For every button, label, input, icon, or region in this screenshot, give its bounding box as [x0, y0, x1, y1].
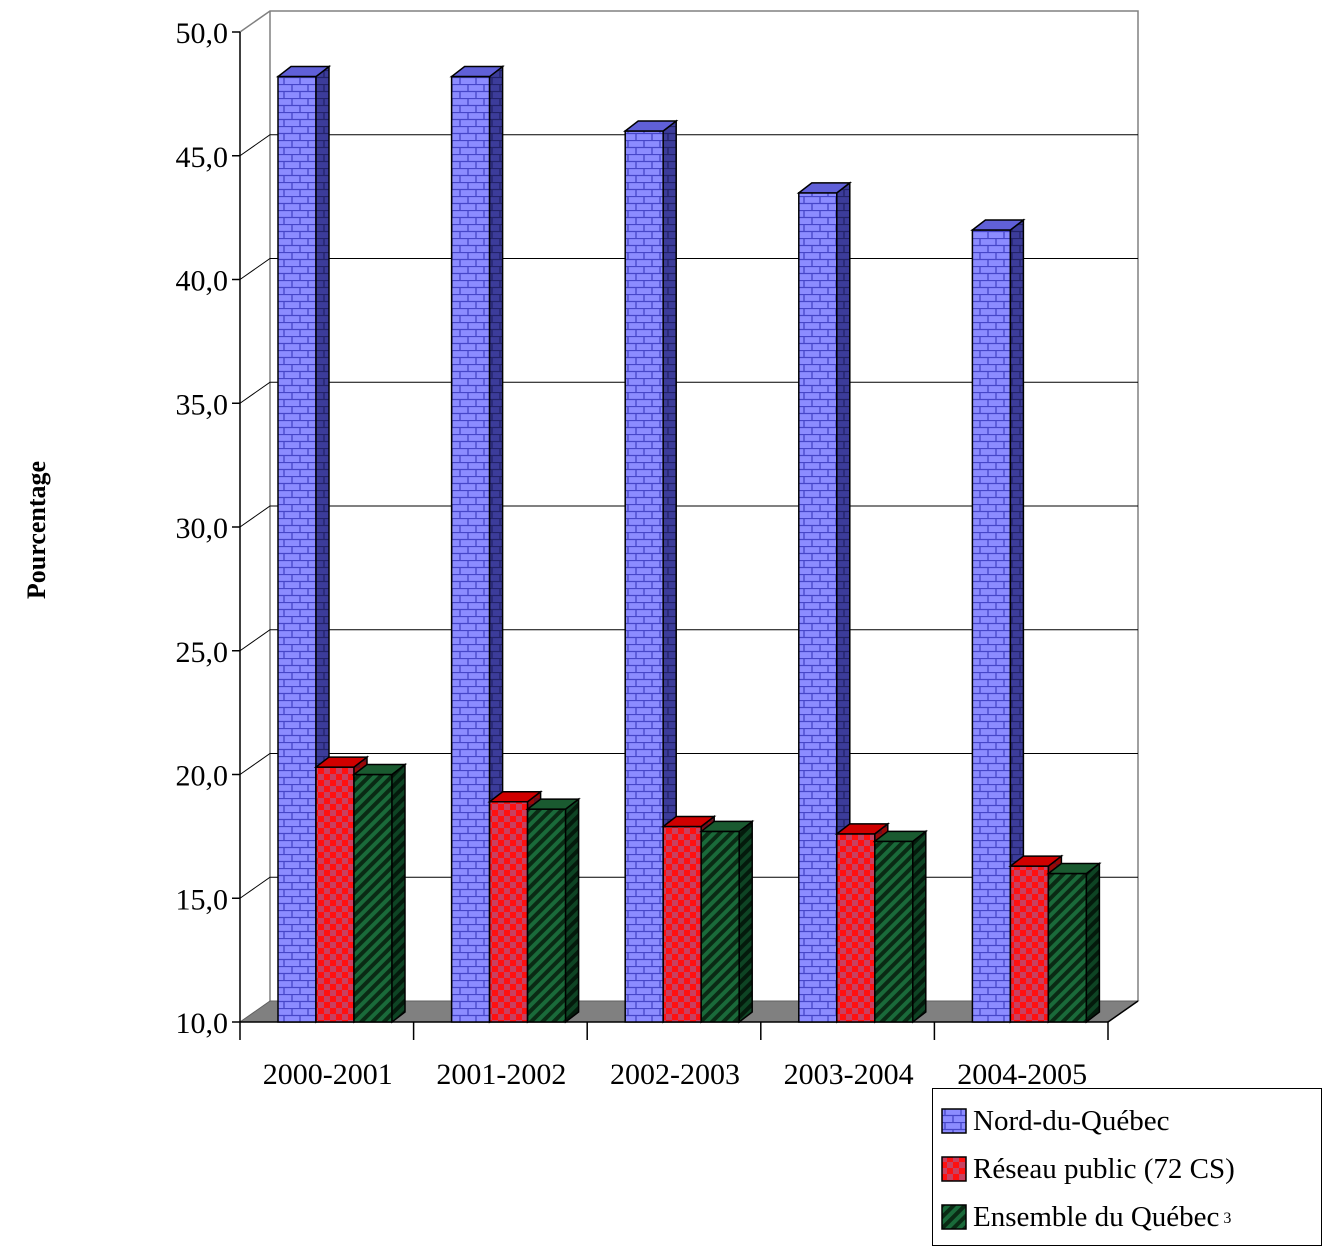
- y-axis-label-container: Pourcentage: [12, 340, 62, 720]
- bar: [874, 840, 914, 1023]
- x-tick-label: 2000-2001: [263, 1058, 393, 1091]
- y-tick-labels: 10,0 15,0 20,0 25,0 30,0 35,0 40,0 45,0 50,0: [176, 17, 229, 1040]
- y-tick-label: 30,0: [176, 512, 229, 545]
- bar-top: [525, 798, 581, 810]
- x-tick-label: 2003-2004: [784, 1058, 914, 1091]
- legend-swatch-diag: [941, 1204, 967, 1230]
- bar-top: [698, 820, 755, 833]
- bar-top: [660, 815, 717, 828]
- bar: [971, 229, 1012, 1023]
- y-tick-label: 10,0: [176, 1007, 229, 1040]
- bar-top: [834, 823, 891, 835]
- bar: [624, 130, 664, 1023]
- bar-side: [738, 819, 753, 1024]
- y-axis-label: Pourcentage: [22, 460, 51, 600]
- bar-top: [275, 65, 332, 78]
- y-tick-label: 25,0: [176, 636, 229, 669]
- bar-side: [564, 797, 580, 1024]
- bar-top: [796, 182, 853, 194]
- bar-top: [970, 219, 1026, 231]
- bar: [798, 192, 838, 1023]
- bars: [275, 65, 1102, 1024]
- bar-top: [351, 763, 408, 776]
- x-axis-depth-edge: [1107, 1000, 1139, 1023]
- bar: [353, 773, 393, 1023]
- legend-swatch-check: [941, 1156, 967, 1182]
- y-tick-label: 20,0: [176, 760, 229, 793]
- bar-top: [487, 790, 543, 803]
- legend-item-ensemble: Ensemble du Québec 3: [941, 1193, 1321, 1241]
- bar-side: [391, 762, 406, 1024]
- bar-top: [622, 120, 679, 132]
- legend-label-reseau: Réseau public (72 CS): [973, 1152, 1235, 1185]
- bar: [1047, 872, 1088, 1023]
- bar: [450, 75, 491, 1023]
- bar-side: [912, 829, 927, 1024]
- x-tick-label: 2004-2005: [957, 1058, 1087, 1091]
- gridline: [239, 134, 1138, 157]
- bar-top: [1046, 862, 1102, 875]
- legend-label-ensemble: Ensemble du Québec: [973, 1200, 1220, 1233]
- bar-top: [449, 65, 505, 78]
- legend-item-reseau: Réseau public (72 CS): [941, 1145, 1321, 1193]
- bar-side: [1085, 861, 1101, 1024]
- grid-lines: [239, 134, 1138, 899]
- bar: [1009, 865, 1050, 1023]
- y-tick-label: 40,0: [176, 265, 229, 298]
- bar: [315, 766, 355, 1023]
- legend-label-nord: Nord-du-Québec: [973, 1104, 1170, 1137]
- legend: Nord-du-Québec Réseau public (72 CS) Ens…: [932, 1088, 1322, 1246]
- legend-swatch-brick: [941, 1108, 967, 1134]
- bar-top: [1008, 855, 1064, 867]
- y-tick-label: 15,0: [176, 883, 229, 916]
- x-tick-label: 2001-2002: [436, 1058, 566, 1091]
- y-tick-label: 50,0: [176, 17, 229, 50]
- legend-superscript: 3: [1223, 1210, 1232, 1227]
- x-tick-labels: 2000-2001 2001-2002 2002-2003 2003-2004 2004…: [263, 1058, 1087, 1091]
- bar: [488, 800, 529, 1023]
- bar-top: [313, 756, 370, 768]
- y-tick-label: 45,0: [176, 141, 229, 174]
- x-tick-label: 2002-2003: [610, 1058, 740, 1091]
- bar: [700, 830, 740, 1023]
- y-tick-label: 35,0: [176, 388, 229, 421]
- bar: [662, 825, 702, 1023]
- bar-top: [872, 830, 929, 843]
- bar: [526, 808, 567, 1023]
- legend-item-nord: Nord-du-Québec: [941, 1097, 1321, 1145]
- bar: [277, 75, 317, 1023]
- bar: [836, 833, 876, 1023]
